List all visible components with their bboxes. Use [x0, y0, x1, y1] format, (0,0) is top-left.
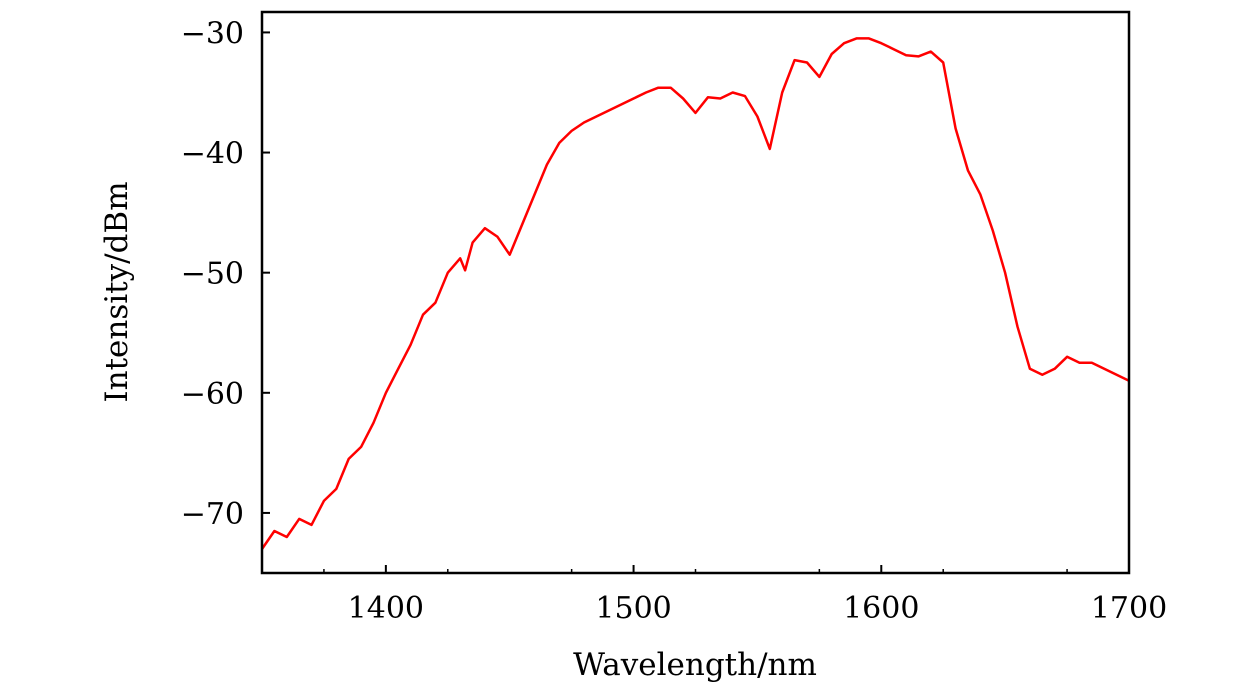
x-tick-label-2: 1600	[843, 591, 919, 626]
x-tick-label-0: 1400	[348, 591, 424, 626]
tick-layer: 1400 1500 1600 1700 −30 −40 −50 −60 −70	[181, 16, 1167, 626]
y-tick-label-3: −60	[181, 377, 244, 412]
plot-frame	[260, 10, 1131, 575]
y-tick-label-1: −40	[181, 137, 244, 172]
y-axis-label: Intensity/dBm	[99, 181, 135, 402]
spectrum-line-0	[262, 37, 1129, 550]
x-tick-label-3: 1700	[1091, 591, 1167, 626]
y-tick-label-4: −70	[181, 497, 244, 532]
x-axis-label: Wavelength/nm	[573, 647, 817, 683]
x-tick-label-1: 1500	[595, 591, 671, 626]
y-tick-label-0: −30	[181, 16, 244, 51]
plot-layer	[262, 37, 1129, 550]
y-tick-label-2: −50	[181, 257, 244, 292]
